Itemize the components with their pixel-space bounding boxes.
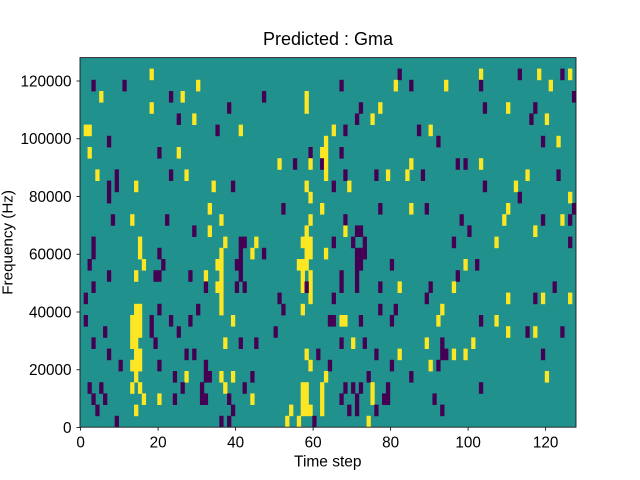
svg-text:80000: 80000 bbox=[29, 189, 72, 206]
svg-text:120000: 120000 bbox=[20, 73, 71, 90]
svg-text:Time step: Time step bbox=[294, 453, 361, 470]
svg-text:20: 20 bbox=[150, 435, 167, 452]
svg-text:Frequency (Hz): Frequency (Hz) bbox=[0, 190, 16, 295]
svg-text:80: 80 bbox=[382, 435, 399, 452]
svg-text:100: 100 bbox=[455, 435, 481, 452]
svg-text:Predicted : Gma: Predicted : Gma bbox=[263, 29, 394, 49]
svg-text:120: 120 bbox=[533, 435, 559, 452]
svg-text:60000: 60000 bbox=[29, 247, 72, 264]
svg-text:40000: 40000 bbox=[29, 304, 72, 321]
svg-text:20000: 20000 bbox=[29, 362, 72, 379]
svg-text:60: 60 bbox=[305, 435, 322, 452]
svg-text:0: 0 bbox=[63, 420, 72, 437]
svg-text:40: 40 bbox=[227, 435, 244, 452]
svg-text:0: 0 bbox=[76, 435, 85, 452]
svg-text:100000: 100000 bbox=[20, 131, 71, 148]
